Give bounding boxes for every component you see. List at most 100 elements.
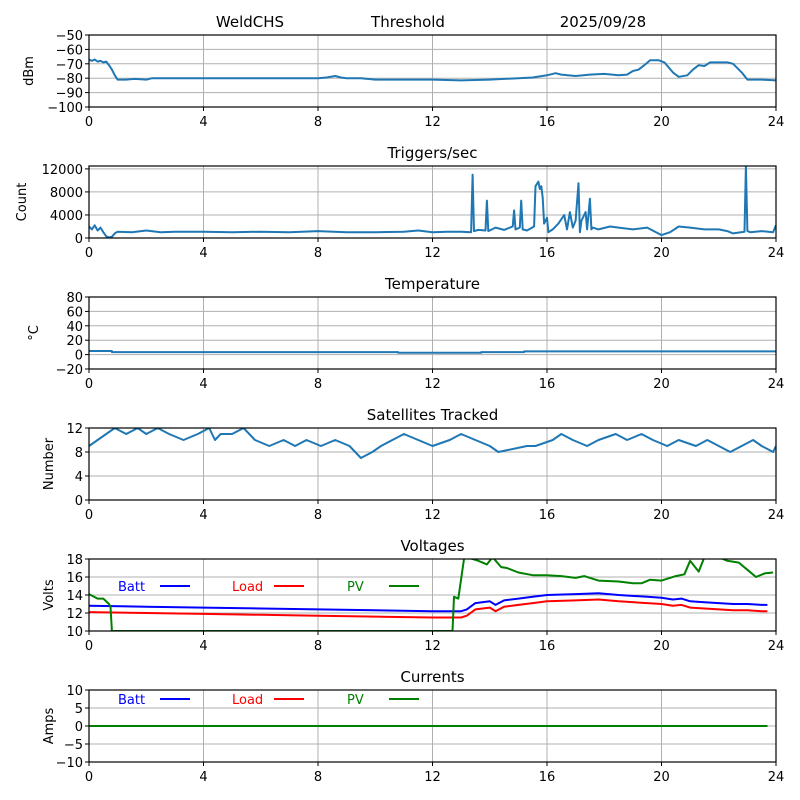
y-tick-label: 60: [66, 305, 83, 320]
x-tick-label: 16: [539, 115, 556, 130]
x-tick-label: 24: [768, 639, 785, 654]
y-tick-label: 8: [75, 446, 83, 461]
x-tick-label: 12: [424, 377, 441, 392]
series-line-voltages-pv: [89, 559, 774, 631]
x-tick-label: 20: [653, 115, 670, 130]
panel-title: Currents: [400, 668, 464, 686]
x-tick-label: 16: [539, 770, 556, 785]
x-tick-label: 4: [199, 377, 207, 392]
legend-label-load: Load: [232, 693, 263, 708]
y-tick-label: −60: [56, 43, 83, 58]
y-tick-label: 12000: [42, 163, 83, 178]
panel-triggers: 0 4 8 12 16 20 24 0 4000 8000 12000 Triggers/sec Cou…: [15, 144, 784, 261]
y-axis-label: Amps: [42, 707, 57, 744]
x-tick-label: 0: [85, 377, 93, 392]
x-tick-label: 12: [424, 639, 441, 654]
x-tick-label: 24: [768, 508, 785, 523]
series-line-satellites-satellites: [89, 428, 776, 459]
x-tick-label: 16: [539, 377, 556, 392]
y-axis-label: Volts: [42, 579, 57, 611]
y-tick-label: −20: [56, 363, 83, 378]
y-tick-label: −90: [56, 87, 83, 102]
y-tick-label: 5: [75, 702, 83, 717]
y-tick-label: −5: [64, 738, 83, 753]
x-tick-label: 16: [539, 246, 556, 261]
x-tick-label: 20: [653, 508, 670, 523]
legend-label-batt: Batt: [118, 693, 145, 708]
x-tick-label: 4: [199, 770, 207, 785]
x-tick-label: 20: [653, 377, 670, 392]
x-tick-label: 12: [424, 770, 441, 785]
y-axis-label: dBm: [22, 56, 37, 86]
series-line-temperature-temperature: [89, 350, 776, 354]
y-tick-label: 0: [75, 232, 83, 247]
y-tick-label: 80: [66, 291, 83, 306]
header-mode: Threshold: [370, 13, 445, 31]
legend-label-pv: PV: [347, 693, 364, 708]
x-tick-label: 16: [539, 639, 556, 654]
y-tick-label: 12: [66, 607, 83, 622]
x-tick-label: 0: [85, 115, 93, 130]
y-tick-label: 40: [66, 320, 83, 335]
x-tick-label: 24: [768, 246, 785, 261]
x-tick-label: 8: [314, 246, 322, 261]
header-station: WeldCHS: [216, 13, 284, 31]
y-tick-label: 20: [66, 334, 83, 349]
x-tick-label: 24: [768, 377, 785, 392]
y-tick-label: 18: [66, 553, 83, 568]
x-tick-label: 4: [199, 246, 207, 261]
x-tick-label: 12: [424, 115, 441, 130]
x-tick-label: 20: [653, 770, 670, 785]
y-tick-label: 0: [75, 494, 83, 509]
y-tick-label: −70: [56, 58, 83, 73]
y-tick-label: −50: [56, 29, 83, 44]
x-tick-label: 8: [314, 770, 322, 785]
x-tick-label: 8: [314, 377, 322, 392]
x-tick-label: 12: [424, 246, 441, 261]
x-tick-label: 24: [768, 770, 785, 785]
y-axis-label: Count: [15, 183, 30, 222]
x-tick-label: 0: [85, 639, 93, 654]
legend-label-batt: Batt: [118, 580, 145, 595]
y-tick-label: −80: [56, 72, 83, 87]
x-tick-label: 24: [768, 115, 785, 130]
panel-title: Triggers/sec: [387, 144, 478, 162]
series-line-dbm-signal: [89, 58, 776, 82]
series-line-voltages-batt: [89, 592, 768, 613]
panel-dbm: 0 4 8 12 16 20 24 −100−90−80−70−60−50 dBm: [22, 29, 784, 130]
x-tick-label: 0: [85, 508, 93, 523]
y-tick-label: −100: [47, 101, 83, 116]
panel-satellites: 0 4 8 12 16 20 24 0 4 8 12 Satellites Tracked Number: [42, 406, 784, 523]
legend-label-pv: PV: [347, 580, 364, 595]
y-axis-label: Number: [42, 437, 57, 490]
y-tick-label: 4000: [50, 209, 83, 224]
panel-voltages: 0 4 8 12 16 20 24 10 12 14 16 18 Voltages Volts Batt Lo…: [42, 537, 784, 654]
y-tick-label: 14: [66, 589, 83, 604]
x-tick-label: 20: [653, 639, 670, 654]
y-tick-label: 0: [75, 349, 83, 364]
x-tick-label: 16: [539, 508, 556, 523]
x-tick-label: 8: [314, 115, 322, 130]
x-tick-label: 4: [199, 508, 207, 523]
y-axis-label: °C: [27, 325, 42, 341]
y-tick-label: 0: [75, 720, 83, 735]
panel-title: Voltages: [400, 537, 464, 555]
y-tick-label: 8000: [50, 186, 83, 201]
y-tick-label: 10: [66, 625, 83, 640]
panel-title: Satellites Tracked: [367, 406, 498, 424]
series-line-triggers-triggers: [89, 166, 776, 238]
y-tick-label: −10: [56, 756, 83, 771]
header-date: 2025/09/28: [560, 13, 646, 31]
x-tick-label: 8: [314, 639, 322, 654]
x-tick-label: 8: [314, 508, 322, 523]
x-tick-label: 4: [199, 639, 207, 654]
legend-label-load: Load: [232, 580, 263, 595]
y-tick-label: 10: [66, 684, 83, 699]
x-tick-label: 0: [85, 770, 93, 785]
x-tick-label: 4: [199, 115, 207, 130]
y-tick-label: 4: [75, 470, 83, 485]
series-line-voltages-load: [89, 598, 768, 619]
x-tick-label: 0: [85, 246, 93, 261]
